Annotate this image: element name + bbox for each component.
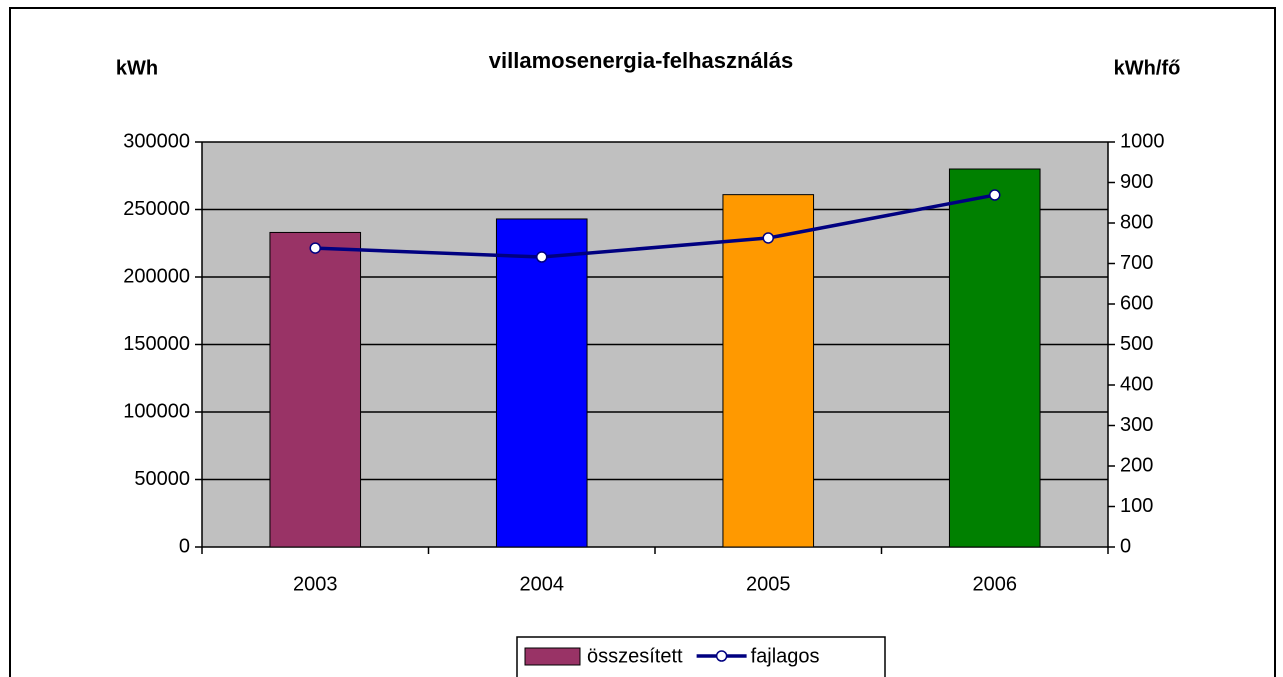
bar bbox=[269, 231, 362, 548]
y2-tick-label: 400 bbox=[1120, 373, 1153, 395]
y2-tick-label: 300 bbox=[1120, 414, 1153, 436]
legend-swatch bbox=[524, 647, 581, 666]
x-tick-label: 2005 bbox=[746, 573, 791, 595]
bar bbox=[495, 218, 588, 548]
y2-tick-label: 600 bbox=[1120, 292, 1153, 314]
y-tick-label: 100000 bbox=[123, 400, 190, 422]
legend-label: fajlagos bbox=[751, 645, 820, 667]
y-tick-label: 150000 bbox=[123, 333, 190, 355]
bar bbox=[948, 168, 1041, 548]
y2-tick-label: 200 bbox=[1120, 454, 1153, 476]
y2-tick-label: 700 bbox=[1120, 252, 1153, 274]
marker bbox=[536, 251, 548, 263]
line bbox=[315, 193, 996, 259]
chart-title: villamosenergia-felhasználás bbox=[489, 48, 793, 73]
bar bbox=[722, 194, 815, 548]
x-tick-label: 2006 bbox=[973, 573, 1018, 595]
y2-tick-label: 0 bbox=[1120, 535, 1131, 557]
y-tick-label: 200000 bbox=[123, 265, 190, 287]
y2-tick-label: 500 bbox=[1120, 333, 1153, 355]
y-tick-label: 50000 bbox=[134, 468, 190, 490]
y2-tick-label: 1000 bbox=[1120, 130, 1165, 152]
y-axis-title: kWh bbox=[116, 57, 158, 79]
marker bbox=[309, 242, 321, 254]
marker bbox=[762, 232, 774, 244]
y2-tick-label: 800 bbox=[1120, 211, 1153, 233]
y2-tick-label: 100 bbox=[1120, 495, 1153, 517]
marker bbox=[989, 189, 1001, 201]
y-tick-label: 250000 bbox=[123, 198, 190, 220]
x-tick-label: 2003 bbox=[293, 573, 338, 595]
legend-marker bbox=[715, 650, 728, 662]
x-tick-label: 2004 bbox=[520, 573, 565, 595]
y2-axis-title: kWh/fő bbox=[1114, 57, 1181, 79]
y-tick-label: 0 bbox=[179, 535, 190, 557]
legend-label: összesített bbox=[587, 645, 683, 667]
y-tick-label: 300000 bbox=[123, 130, 190, 152]
y2-tick-label: 900 bbox=[1120, 171, 1153, 193]
